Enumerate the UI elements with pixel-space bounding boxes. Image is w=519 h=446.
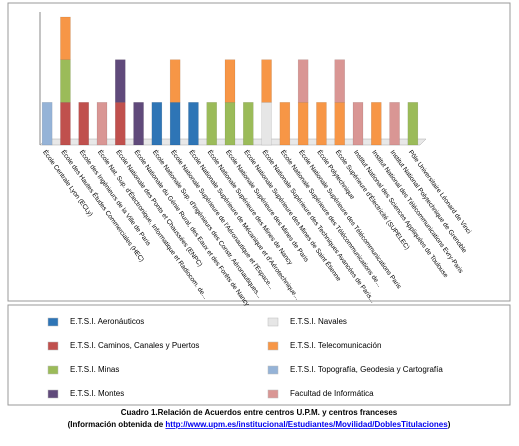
legend-swatch [47, 317, 59, 327]
bar-segment [261, 59, 272, 103]
bar-segment [115, 102, 126, 146]
source-prefix: (Información obtenida de [68, 420, 166, 429]
bar-segment [206, 102, 217, 146]
bar-segment [41, 102, 53, 146]
bar-segment [78, 102, 89, 146]
bar-segment [224, 59, 236, 103]
bar-segment [224, 102, 236, 146]
legend-label: E.T.S.I. Minas [70, 365, 119, 374]
bar-segment [334, 102, 345, 146]
legend-label: E.T.S.I. Caminos, Canales y Puertos [70, 341, 199, 350]
source: (Información obtenida de http://www.upm.… [68, 420, 451, 429]
legend-swatch [47, 341, 59, 351]
bar-segment [115, 59, 126, 103]
bar-segment [297, 102, 309, 146]
legend-swatch [267, 365, 279, 375]
bar-segment [297, 59, 309, 103]
bar-segment [389, 102, 400, 146]
legend-swatch [47, 389, 59, 399]
bar-segment [261, 102, 272, 146]
legend-frame [7, 304, 511, 406]
bar-segment [96, 102, 108, 146]
bar-segment [133, 102, 144, 146]
caption: Cuadro 1.Relación de Acuerdos entre cent… [121, 408, 398, 417]
bar-segment [334, 59, 345, 103]
bar-segment [352, 102, 364, 146]
source-suffix: ) [448, 420, 451, 429]
bar-segment [316, 102, 327, 146]
source-link[interactable]: http://www.upm.es/institucional/Estudian… [165, 420, 448, 429]
legend-swatch [267, 341, 279, 351]
legend-label: E.T.S.I. Montes [70, 389, 124, 398]
bar-segment [188, 102, 199, 146]
legend-label: Facultad de Informática [290, 389, 374, 398]
bar-segment [169, 102, 181, 146]
legend-label: E.T.S.I. Aeronáuticos [70, 317, 144, 326]
bar-segment [60, 16, 71, 60]
bar-segment [60, 102, 71, 146]
chart-frame [7, 2, 511, 302]
bar-segment [279, 102, 291, 146]
legend-swatch [267, 389, 279, 399]
bar-segment [60, 59, 71, 103]
legend-label: E.T.S.I. Navales [290, 317, 347, 326]
bar-segment [151, 102, 163, 146]
legend-swatch [267, 317, 279, 327]
bar-segment [407, 102, 419, 146]
bar-segment [371, 102, 382, 146]
bar-segment [243, 102, 254, 146]
legend-label: E.T.S.I. Topografía, Geodesia y Cartogra… [290, 365, 443, 374]
legend-swatch [47, 365, 59, 375]
bar-segment [169, 59, 181, 103]
legend-label: E.T.S.I. Telecomunicación [290, 341, 381, 350]
